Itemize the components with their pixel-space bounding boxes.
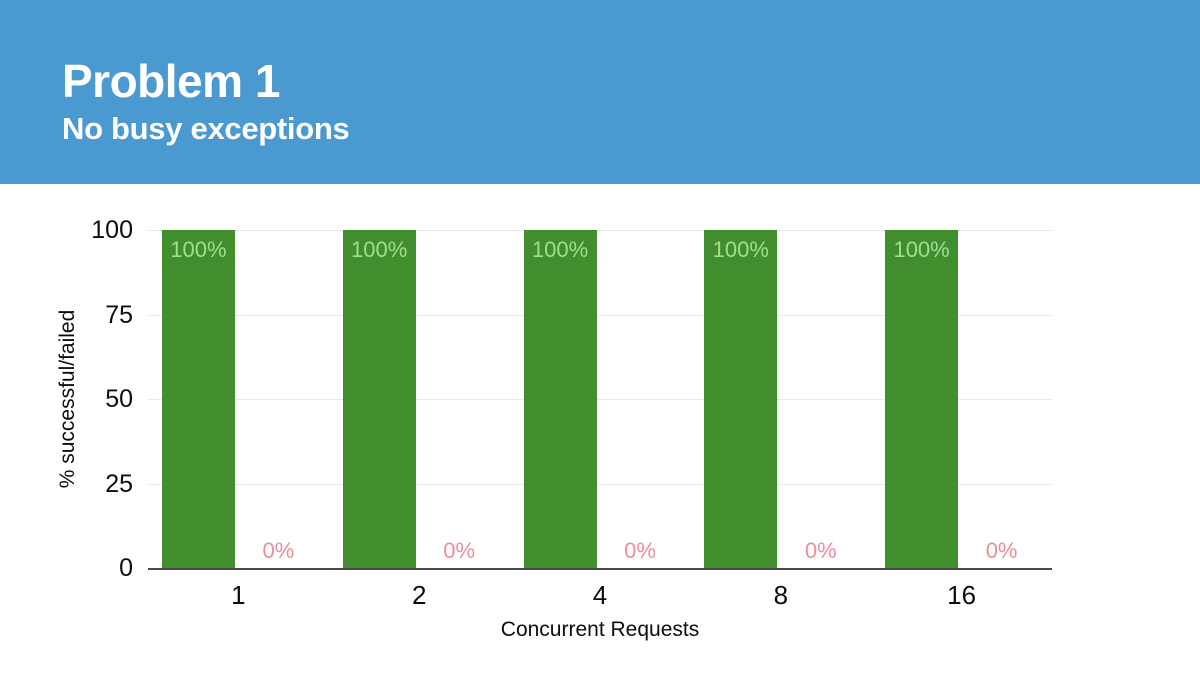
- bar-successful: [161, 230, 235, 568]
- slide-header: Problem 1 No busy exceptions: [0, 0, 1200, 184]
- x-tick-label: 4: [592, 580, 608, 610]
- bar-value-label-successful: 100%: [170, 237, 227, 262]
- x-tick-label: 2: [411, 580, 427, 610]
- bar-value-label-failed: 0%: [985, 538, 1018, 563]
- x-tick-label: 16: [947, 580, 977, 610]
- x-axis-title: Concurrent Requests: [500, 618, 700, 641]
- bar-value-label-failed: 0%: [443, 538, 476, 563]
- gridline: [148, 399, 1052, 400]
- bar-value-label-successful: 100%: [712, 237, 769, 262]
- bar-successful: [523, 230, 597, 568]
- gridline: [148, 314, 1052, 316]
- plot-area: 100% 0% 100% 0% 100% 0% 100% 0% 100% 0%: [148, 230, 1052, 570]
- slide-title: Problem 1: [62, 55, 280, 107]
- bar-value-label-successful: 100%: [531, 237, 589, 262]
- gridline: [148, 483, 1052, 485]
- slide-subtitle: No busy exceptions: [62, 110, 350, 146]
- x-tick-label: 8: [773, 580, 789, 610]
- y-tick-label: 0: [119, 554, 133, 582]
- bar-value-label-successful: 100%: [893, 237, 950, 262]
- bar-successful: [885, 230, 959, 568]
- y-tick-label: 75: [105, 300, 133, 329]
- y-tick-label: 50: [105, 385, 133, 413]
- bar-chart: % successful/failed 100% 0% 100% 0% 100% 0% 10…: [0, 184, 1200, 675]
- bar-value-label-failed: 0%: [804, 538, 837, 563]
- y-tick-label: 100: [91, 216, 133, 244]
- bar-value-label-failed: 0%: [624, 538, 656, 563]
- gridline: [148, 230, 1052, 231]
- bar-successful: [704, 230, 778, 568]
- bar-successful: [342, 230, 416, 568]
- bar-value-label-failed: 0%: [262, 538, 295, 563]
- bar-value-label-successful: 100%: [351, 237, 408, 262]
- x-tick-label: 1: [231, 580, 246, 610]
- y-tick-label: 25: [105, 469, 133, 498]
